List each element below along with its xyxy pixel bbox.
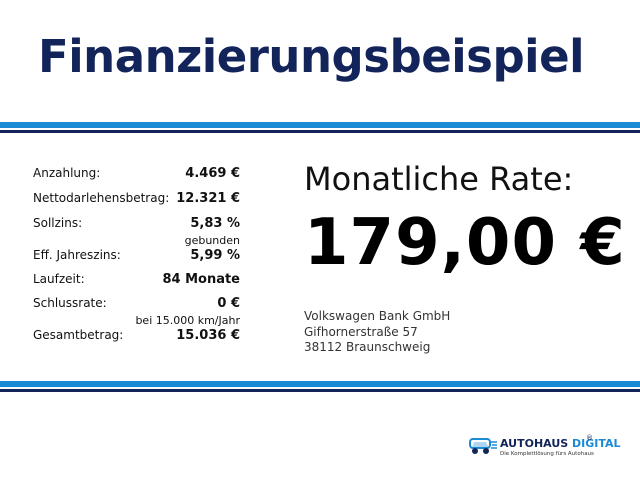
detail-value: 15.036 €: [176, 328, 240, 343]
detail-row-laufzeit: Laufzeit: 84 Monate: [33, 272, 240, 294]
detail-row-gesamtbetrag: Gesamtbetrag: 15.036 €: [33, 328, 240, 348]
detail-label: Sollzins:: [33, 216, 83, 230]
registered-mark: ®: [586, 434, 593, 442]
detail-value: 0 €: [217, 296, 240, 311]
detail-label: Schlussrate:: [33, 296, 107, 310]
bank-address: Volkswagen Bank GmbH Gifhornerstraße 57 …: [304, 309, 450, 356]
bank-street: Gifhornerstraße 57: [304, 324, 418, 339]
detail-row-anzahlung: Anzahlung: 4.469 €: [33, 166, 240, 186]
page-title: Finanzierungsbeispiel: [38, 30, 585, 83]
detail-label: Anzahlung:: [33, 166, 101, 180]
detail-row-schlussrate: Schlussrate: 0 € bei 15.000 km/Jahr: [33, 296, 240, 334]
detail-label: Eff. Jahreszins:: [33, 248, 121, 262]
detail-row-nettodarlehensbetrag: Nettodarlehensbetrag: 12.321 €: [33, 191, 240, 211]
detail-value: 4.469 €: [185, 166, 240, 181]
logo-tagline: Die Komplettlösung fürs Autohaus: [500, 451, 594, 457]
detail-row-eff-jahreszins: Eff. Jahreszins: 5,99 %: [33, 248, 240, 270]
detail-sub: gebunden: [184, 234, 240, 247]
monthly-rate-value: 179,00 €: [304, 206, 626, 280]
autohaus-digital-logo: AUTOHAUS DIGITAL ® Die Komplettlösung fü…: [468, 434, 621, 460]
detail-value: 5,99 %: [190, 248, 240, 263]
bottom-divider: [0, 381, 640, 392]
detail-label: Nettodarlehensbetrag:: [33, 191, 170, 205]
detail-value: 12.321 €: [176, 191, 240, 206]
logo-brand: AUTOHAUS DIGITAL: [500, 437, 621, 450]
detail-value: 84 Monate: [162, 272, 240, 287]
detail-label: Laufzeit:: [33, 272, 85, 286]
financing-details: Anzahlung: 4.469 € Nettodarlehensbetrag:…: [33, 166, 240, 346]
monthly-rate-label: Monatliche Rate:: [304, 160, 574, 198]
car-icon: [469, 438, 497, 454]
bank-city: 38112 Braunschweig: [304, 340, 431, 354]
detail-sub: bei 15.000 km/Jahr: [135, 314, 240, 327]
bank-name: Volkswagen Bank GmbH: [304, 309, 451, 323]
detail-label: Gesamtbetrag:: [33, 328, 124, 342]
detail-value: 5,83 %: [190, 216, 240, 231]
detail-row-sollzins: Sollzins: 5,83 % gebunden: [33, 216, 240, 254]
top-divider: [0, 122, 640, 133]
